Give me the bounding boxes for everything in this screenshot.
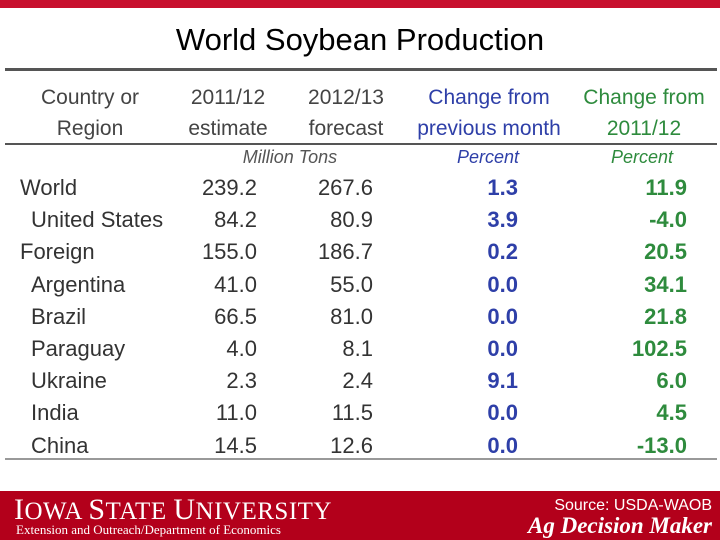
value-change-prev-month: 0.0 xyxy=(487,432,518,458)
value-2011-estimate: 11.0 xyxy=(215,400,257,426)
value-change-from-2011: -4.0 xyxy=(649,207,687,233)
source-text: Source: USDA-WAOB xyxy=(554,497,712,514)
value-change-from-2011: 11.9 xyxy=(645,175,687,200)
slide-title: World Soybean Production xyxy=(175,22,545,57)
value-change-prev-month: 0.0 xyxy=(487,303,518,329)
value-2012-forecast: 8.1 xyxy=(342,336,373,361)
value-2012-forecast: 11.5 xyxy=(331,400,373,426)
header-2011-estimate: 2011/12 estimate xyxy=(188,86,268,140)
value-change-prev-month: 0.0 xyxy=(487,271,518,297)
header-2012-forecast: 2012/13 forecast xyxy=(308,86,384,140)
value-2012-forecast: 80.9 xyxy=(330,207,373,233)
unit-percent-2011: Percent xyxy=(610,147,674,167)
value-2012-forecast: 2.4 xyxy=(342,368,373,394)
table-row: Brazil 66.5 81.0 0.0 21.8 xyxy=(0,301,720,333)
value-2012-forecast: 186.7 xyxy=(317,239,373,265)
value-change-from-2011: 4.5 xyxy=(656,400,687,426)
value-2011-estimate: 66.5 xyxy=(214,303,257,329)
value-change-prev-month: 0.2 xyxy=(487,239,518,265)
row-name: Ukraine xyxy=(31,368,107,394)
table-row: China 14.5 12.6 0.0 -13.0 xyxy=(0,430,720,462)
table-header-rule xyxy=(5,143,717,145)
value-change-from-2011: 102.5 xyxy=(631,336,687,361)
header-change-from-2011: Change from 2011/12 xyxy=(583,86,705,140)
value-change-prev-month: 9.1 xyxy=(487,368,518,394)
value-change-prev-month: 0.0 xyxy=(487,400,518,426)
header-change-previous-month: Change from previous month xyxy=(417,86,561,140)
value-change-prev-month: 0.0 xyxy=(487,336,518,361)
row-name: Brazil xyxy=(31,303,87,329)
value-2011-estimate: 84.2 xyxy=(214,207,257,233)
header-country-region: Country or Region xyxy=(40,86,140,140)
iowa-state-logo-text: IOWA STATE UNIVERSITY xyxy=(14,493,332,526)
table-row: Ukraine 2.3 2.4 9.1 6.0 xyxy=(0,365,720,397)
table-row: World 239.2 267.6 1.3 11.9 xyxy=(0,172,720,204)
top-accent-bar xyxy=(0,0,720,8)
value-change-from-2011: 20.5 xyxy=(644,239,687,265)
unit-million-tons: Million Tons xyxy=(242,147,338,167)
row-name: China xyxy=(31,432,89,458)
value-2012-forecast: 267.6 xyxy=(317,175,373,200)
row-name: United States xyxy=(31,207,164,233)
value-2012-forecast: 12.6 xyxy=(330,432,373,458)
value-change-from-2011: 6.0 xyxy=(656,368,687,394)
table-bottom-rule xyxy=(5,458,717,460)
value-2011-estimate: 41.0 xyxy=(214,271,257,297)
value-change-prev-month: 3.9 xyxy=(487,207,518,233)
table-row: Paraguay 4.0 8.1 0.0 102.5 xyxy=(0,333,720,365)
table-row: Argentina 41.0 55.0 0.0 34.1 xyxy=(0,269,720,301)
value-2012-forecast: 55.0 xyxy=(330,271,373,297)
unit-percent-prev: Percent xyxy=(456,147,520,167)
value-2011-estimate: 14.5 xyxy=(214,432,257,458)
row-name: World xyxy=(20,175,78,200)
value-2011-estimate: 4.0 xyxy=(226,336,257,361)
value-change-prev-month: 1.3 xyxy=(487,175,518,200)
table-row: India 11.0 11.5 0.0 4.5 xyxy=(0,397,720,429)
row-name: Argentina xyxy=(31,271,126,297)
value-2011-estimate: 239.2 xyxy=(201,175,257,200)
value-change-from-2011: -13.0 xyxy=(636,432,687,458)
row-name: Foreign xyxy=(20,239,95,265)
table-top-rule xyxy=(5,68,717,71)
value-2011-estimate: 155.0 xyxy=(201,239,257,265)
value-2012-forecast: 81.0 xyxy=(330,303,373,329)
ag-decision-maker-brand: Ag Decision Maker xyxy=(528,513,712,538)
row-name: Paraguay xyxy=(31,336,126,361)
value-change-from-2011: 21.8 xyxy=(644,303,687,329)
table-row: Foreign 155.0 186.7 0.2 20.5 xyxy=(0,236,720,268)
value-2011-estimate: 2.3 xyxy=(226,368,257,394)
row-name: India xyxy=(31,400,79,426)
value-change-from-2011: 34.1 xyxy=(644,271,687,297)
department-text: Extension and Outreach/Department of Eco… xyxy=(16,522,281,537)
table-row: United States 84.2 80.9 3.9 -4.0 xyxy=(0,204,720,236)
footer-bar: IOWA STATE UNIVERSITY Extension and Outr… xyxy=(0,491,720,540)
